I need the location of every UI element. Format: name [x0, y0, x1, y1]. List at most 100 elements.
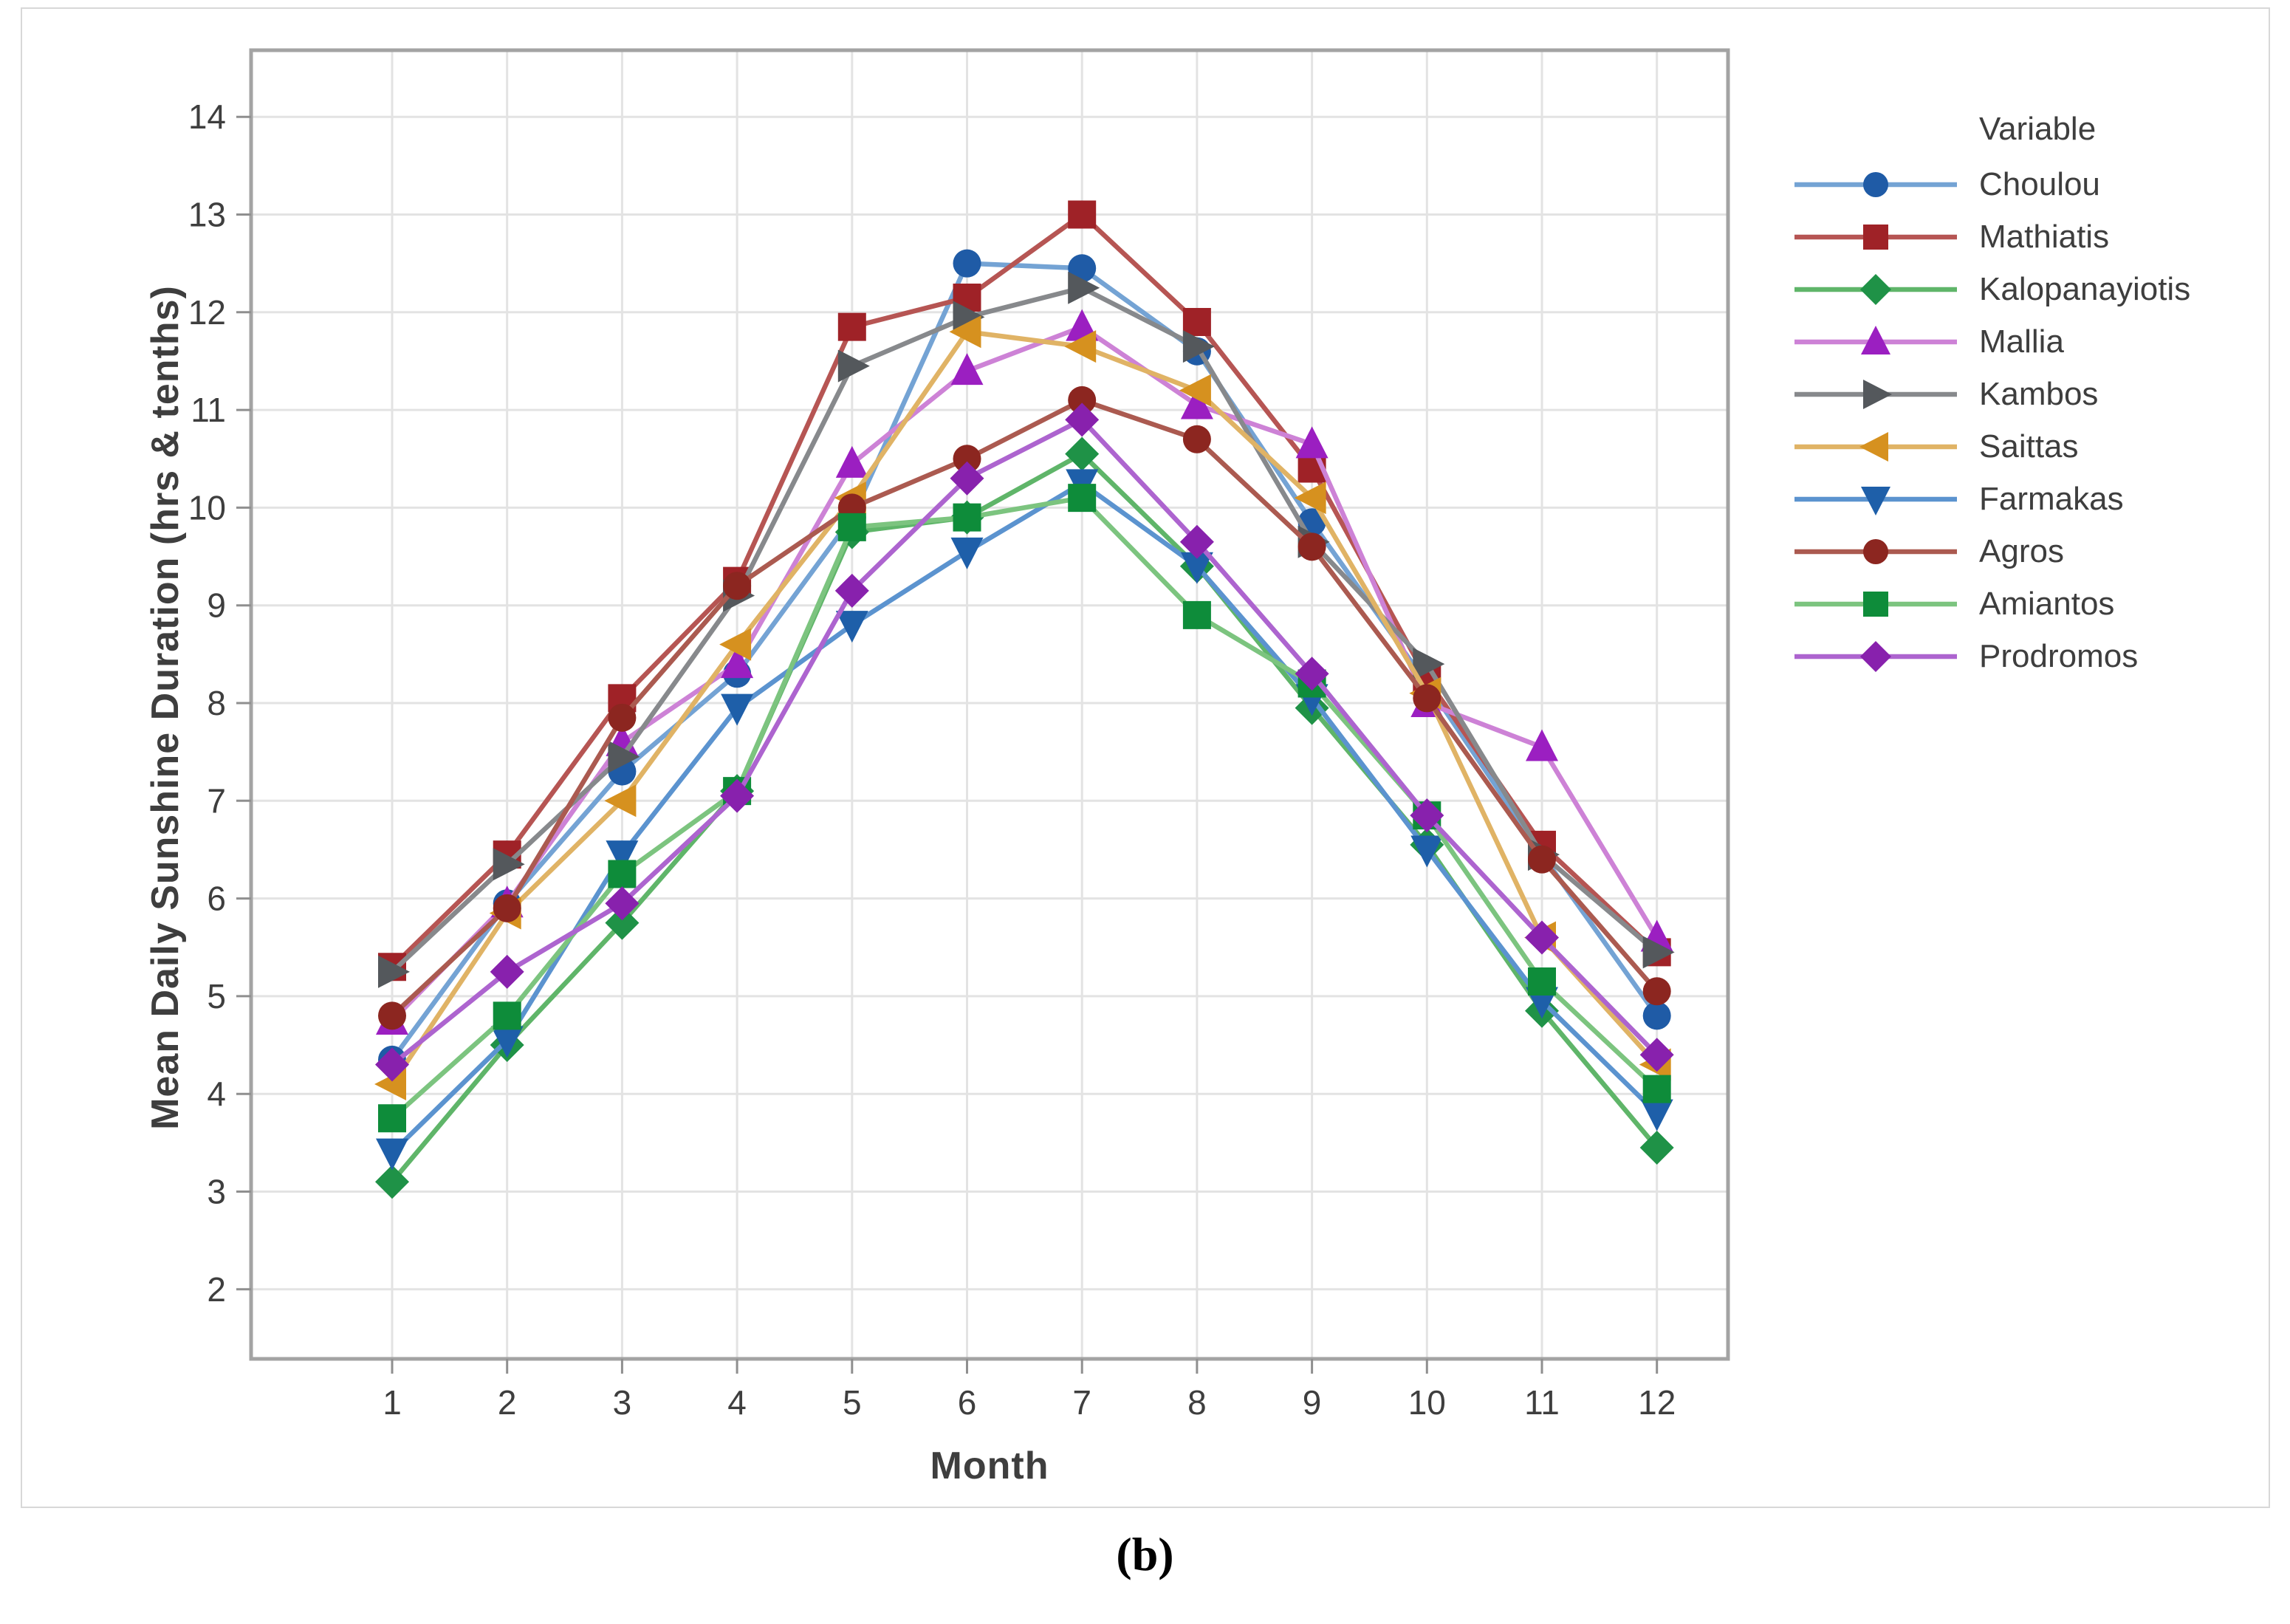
data-point-agros-m10	[1413, 684, 1441, 713]
legend-label: Mallia	[1979, 323, 2064, 360]
legend-marker-circle-icon	[1794, 171, 1957, 197]
data-point-amiantos-m8	[1182, 600, 1211, 629]
x-tick-label-9: 9	[1303, 1383, 1322, 1422]
legend-entry-farmakas: Farmakas	[1787, 473, 2260, 525]
legend-entry-agros: Agros	[1787, 525, 2260, 578]
legend-marker-circle-icon	[1794, 538, 1957, 564]
x-tick-label-11: 11	[1524, 1383, 1560, 1422]
series-farmakas	[376, 469, 1673, 1171]
data-point-kambos-m2	[493, 848, 525, 881]
y-tick-label-8: 8	[207, 684, 226, 722]
data-point-mathiatis-m7	[1068, 200, 1097, 229]
y-tick-label-4: 4	[207, 1075, 226, 1113]
series-agros	[378, 386, 1671, 1030]
data-point-kalopanayiotis-m7	[1065, 436, 1100, 471]
y-tick-label-10: 10	[188, 488, 226, 527]
legend-label: Mathiatis	[1979, 218, 2110, 255]
data-point-mallia-m7	[1066, 309, 1099, 341]
series-line-farmakas	[389, 481, 1659, 1155]
data-point-prodromos-m11	[1525, 920, 1559, 955]
legend-marker-square-icon	[1794, 224, 1957, 250]
x-tick-label-7: 7	[1072, 1383, 1091, 1422]
data-point-prodromos-m4	[720, 778, 755, 813]
data-point-farmakas-m8	[1180, 552, 1213, 584]
x-tick-label-5: 5	[843, 1383, 862, 1422]
data-point-amiantos-m5	[837, 513, 866, 541]
data-point-amiantos-m2	[493, 1001, 521, 1030]
data-point-kambos-m6	[953, 301, 985, 334]
data-point-prodromos-m5	[834, 573, 869, 608]
data-point-farmakas-m3	[606, 840, 639, 873]
data-point-mallia-m6	[950, 353, 984, 386]
data-point-agros-m1	[378, 1001, 406, 1030]
data-point-saittas-m1	[374, 1067, 406, 1100]
x-tick-label-6: 6	[958, 1383, 977, 1422]
data-point-kalopanayiotis-m1	[375, 1165, 409, 1199]
data-point-kambos-m3	[608, 740, 640, 773]
series-kambos	[378, 271, 1675, 988]
x-tick-label-10: 10	[1408, 1383, 1446, 1422]
data-point-saittas-m4	[719, 628, 752, 661]
data-point-prodromos-m12	[1639, 1038, 1674, 1072]
data-point-prodromos-m8	[1179, 524, 1214, 559]
series-amiantos	[378, 484, 1671, 1133]
legend-label: Amiantos	[1979, 585, 2115, 622]
data-point-choulou-m12	[1642, 1001, 1671, 1030]
series-mallia	[376, 309, 1673, 1035]
legend-marker-square-icon	[1794, 591, 1957, 617]
x-tick-label-4: 4	[727, 1383, 747, 1422]
series-mathiatis	[378, 200, 1671, 981]
y-tick-label-3: 3	[207, 1173, 226, 1211]
data-point-agros-m11	[1528, 845, 1556, 874]
y-tick-label-12: 12	[188, 293, 226, 332]
y-tick-label-7: 7	[207, 781, 226, 820]
y-tick-label-5: 5	[207, 977, 226, 1015]
legend-entry-saittas: Saittas	[1787, 420, 2260, 473]
data-point-agros-m7	[1068, 386, 1097, 414]
data-point-amiantos-m12	[1642, 1075, 1671, 1103]
data-point-mathiatis-m8	[1182, 308, 1211, 337]
data-point-kalopanayiotis-m3	[605, 905, 640, 940]
data-point-saittas-m7	[1064, 330, 1097, 363]
y-axis-title: Mean Daily Sunshine Duration (hrs & tent…	[144, 285, 187, 1130]
data-point-saittas-m8	[1179, 374, 1211, 407]
legend-marker-triangle-up-icon	[1794, 325, 1957, 354]
data-point-saittas-m3	[604, 784, 637, 818]
data-point-kambos-m12	[1642, 936, 1675, 969]
x-tick-label-1: 1	[383, 1383, 402, 1422]
series-choulou	[378, 249, 1671, 1074]
series-prodromos	[375, 402, 1674, 1082]
data-point-kambos-m10	[1413, 648, 1445, 681]
data-point-farmakas-m10	[1410, 835, 1444, 868]
legend-label: Choulou	[1979, 165, 2100, 202]
plot-frame	[249, 48, 1730, 1361]
data-point-amiantos-m11	[1528, 967, 1556, 996]
legend-entry-kalopanayiotis: Kalopanayiotis	[1787, 263, 2260, 315]
x-tick-label-8: 8	[1187, 1383, 1207, 1422]
series-line-kambos	[389, 285, 1659, 975]
data-point-kalopanayiotis-m12	[1639, 1130, 1674, 1165]
y-tick-label-2: 2	[207, 1270, 226, 1309]
series-line-agros	[389, 397, 1659, 1018]
legend-label: Kalopanayiotis	[1979, 270, 2191, 307]
legend-marker-triangle-left-icon	[1794, 431, 1957, 462]
data-point-prodromos-m3	[605, 886, 640, 921]
data-point-prodromos-m6	[950, 461, 984, 496]
data-point-mallia-m4	[721, 646, 754, 679]
series-line-prodromos	[389, 417, 1659, 1067]
data-point-kambos-m8	[1182, 330, 1215, 363]
data-point-farmakas-m4	[721, 693, 754, 726]
data-point-prodromos-m9	[1295, 657, 1329, 691]
data-point-mathiatis-m5	[837, 312, 866, 341]
data-point-farmakas-m5	[835, 611, 868, 643]
legend-label: Agros	[1979, 532, 2064, 569]
data-point-prodromos-m10	[1410, 798, 1444, 833]
x-tick-label-12: 12	[1638, 1383, 1676, 1422]
legend-entry-choulou: Choulou	[1787, 158, 2260, 210]
legend: Variable Choulou Mathiatis Kalopanayiotis M…	[1787, 111, 2260, 682]
data-point-saittas-m9	[1294, 482, 1326, 515]
legend-marker-triangle-right-icon	[1794, 379, 1957, 409]
data-point-kambos-m5	[837, 349, 870, 383]
figure-border	[21, 7, 2270, 1508]
